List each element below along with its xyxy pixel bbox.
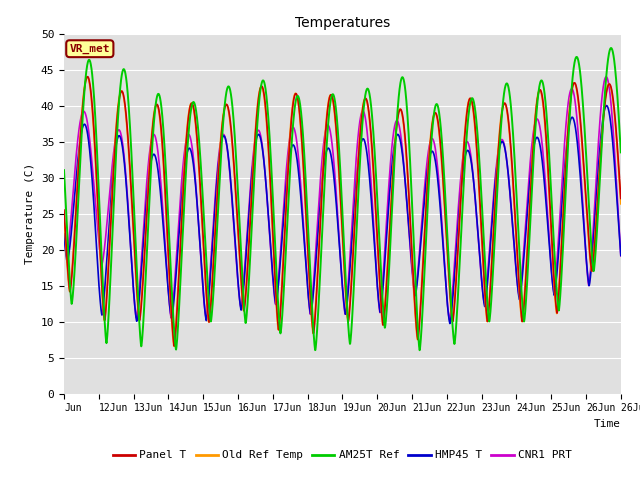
CNR1 PRT (174, 230, 182, 236)
Line: Panel T: Panel T (64, 77, 621, 346)
AM25T Ref (499, 105, 506, 111)
Panel T (532, 108, 540, 113)
Legend: Panel T, Old Ref Temp, AM25T Ref, HMP45 T, CNR1 PRT: Panel T, Old Ref Temp, AM25T Ref, HMP45 … (108, 446, 577, 465)
Panel T (611, 113, 619, 119)
HMP45 T (60, 231, 68, 237)
Old Ref Temp (463, 106, 471, 112)
Old Ref Temp (617, 201, 625, 207)
CNR1 PRT (499, 137, 506, 143)
Old Ref Temp (414, 334, 422, 340)
Panel T (463, 108, 471, 114)
Title: Temperatures: Temperatures (295, 16, 390, 30)
HMP45 T (617, 252, 625, 258)
AM25T Ref (174, 324, 182, 329)
AM25T Ref (532, 119, 540, 124)
Old Ref Temp (175, 277, 182, 283)
Line: AM25T Ref: AM25T Ref (64, 48, 621, 350)
Line: Old Ref Temp: Old Ref Temp (64, 77, 621, 346)
Old Ref Temp (83, 74, 91, 80)
CNR1 PRT (602, 74, 610, 80)
Panel T (617, 195, 625, 201)
AM25T Ref (617, 149, 625, 155)
HMP45 T (611, 167, 619, 173)
AM25T Ref (416, 348, 424, 353)
Line: HMP45 T: HMP45 T (64, 106, 621, 324)
CNR1 PRT (60, 231, 68, 237)
Old Ref Temp (532, 104, 540, 110)
Old Ref Temp (60, 213, 68, 218)
Panel T (414, 336, 422, 342)
HMP45 T (499, 139, 506, 144)
CNR1 PRT (532, 118, 540, 123)
Panel T (60, 207, 68, 213)
AM25T Ref (611, 63, 619, 69)
Old Ref Temp (499, 104, 506, 110)
Panel T (499, 106, 506, 111)
Text: VR_met: VR_met (70, 44, 110, 54)
Panel T (84, 74, 92, 80)
HMP45 T (446, 321, 454, 326)
HMP45 T (532, 136, 540, 142)
Line: CNR1 PRT: CNR1 PRT (64, 77, 621, 320)
Old Ref Temp (170, 343, 178, 349)
HMP45 T (603, 103, 611, 108)
AM25T Ref (607, 45, 615, 51)
CNR1 PRT (414, 270, 422, 276)
HMP45 T (463, 148, 471, 154)
AM25T Ref (463, 130, 471, 135)
CNR1 PRT (463, 139, 471, 144)
HMP45 T (414, 275, 422, 281)
CNR1 PRT (445, 317, 453, 323)
AM25T Ref (60, 167, 68, 173)
Panel T (175, 284, 182, 290)
AM25T Ref (414, 324, 422, 329)
CNR1 PRT (617, 253, 625, 259)
Y-axis label: Temperature (C): Temperature (C) (25, 163, 35, 264)
X-axis label: Time: Time (594, 419, 621, 429)
HMP45 T (174, 245, 182, 251)
Old Ref Temp (611, 117, 619, 122)
Panel T (170, 343, 178, 349)
CNR1 PRT (611, 154, 619, 160)
